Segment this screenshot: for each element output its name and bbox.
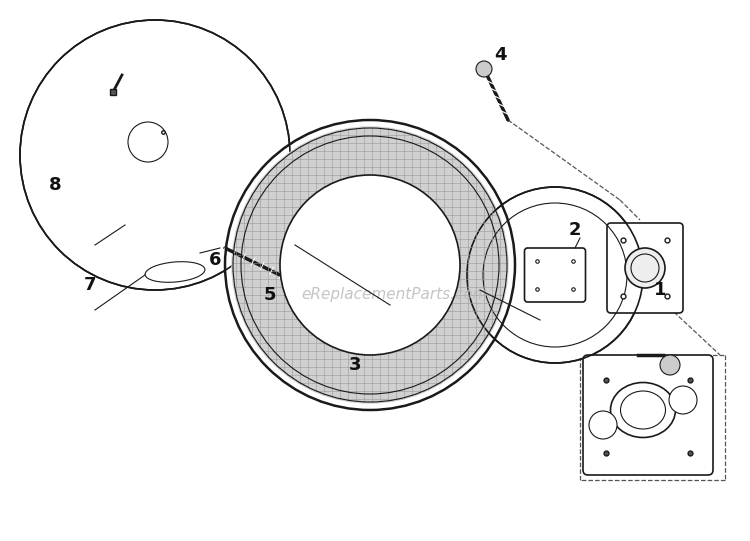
- FancyBboxPatch shape: [607, 223, 683, 313]
- Circle shape: [232, 127, 508, 403]
- Circle shape: [669, 386, 697, 414]
- Text: 7: 7: [84, 276, 96, 294]
- Text: 8: 8: [49, 176, 62, 194]
- Text: eReplacementParts.com: eReplacementParts.com: [302, 287, 488, 302]
- FancyBboxPatch shape: [583, 355, 713, 475]
- Circle shape: [20, 20, 290, 290]
- Circle shape: [625, 248, 665, 288]
- Circle shape: [660, 355, 680, 375]
- Text: 2: 2: [568, 221, 581, 239]
- Text: 4: 4: [494, 46, 506, 64]
- Text: 5: 5: [264, 286, 276, 304]
- Text: 3: 3: [349, 356, 361, 374]
- Text: 6: 6: [209, 251, 221, 269]
- Circle shape: [286, 271, 310, 295]
- Circle shape: [476, 61, 492, 77]
- Circle shape: [589, 411, 617, 439]
- Text: 1: 1: [654, 281, 666, 299]
- Circle shape: [467, 187, 643, 363]
- Circle shape: [225, 120, 515, 410]
- Circle shape: [280, 175, 460, 355]
